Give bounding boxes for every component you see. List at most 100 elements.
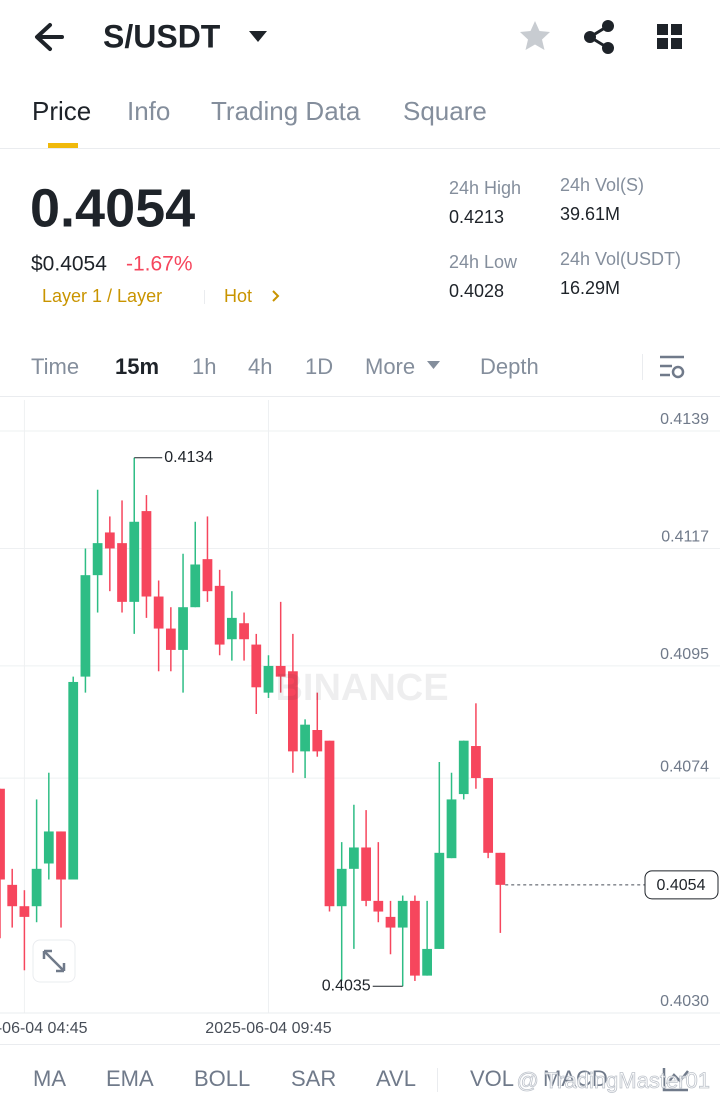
separator — [642, 354, 643, 380]
watermark: @ TradingMaster01 — [516, 1068, 710, 1093]
tab[interactable]: Info — [127, 96, 170, 126]
indicator[interactable]: AVL — [376, 1066, 416, 1091]
candle-body — [263, 665, 274, 693]
divider — [0, 148, 720, 149]
interval[interactable]: 1D — [305, 354, 333, 379]
candle-body — [129, 521, 140, 602]
candle-body — [43, 831, 54, 864]
candle-body — [385, 916, 396, 928]
candle-body — [251, 644, 262, 688]
candle-body — [410, 900, 420, 976]
indicator-settings-icon[interactable] — [662, 1068, 689, 1092]
hot-tag[interactable]: Hot — [224, 286, 252, 306]
tab[interactable]: Price — [32, 96, 91, 126]
divider — [0, 1044, 720, 1045]
candle-body — [361, 847, 371, 901]
pair-dropdown[interactable] — [249, 31, 267, 42]
back-button[interactable] — [35, 23, 64, 51]
candle-body — [31, 868, 42, 907]
candle-body — [275, 665, 286, 677]
candle-body — [434, 852, 445, 949]
candle-body — [288, 671, 298, 752]
stat-label: 24h Vol(USDT) — [560, 249, 681, 269]
y-tick-label: 0.4095 — [660, 646, 709, 663]
candle-body — [141, 511, 152, 597]
candle-body — [324, 740, 335, 907]
candle-body — [373, 900, 384, 912]
y-tick-label: 0.4030 — [660, 993, 709, 1010]
y-tick-label: 0.4074 — [660, 758, 709, 775]
candle-body — [214, 585, 225, 645]
candle-body — [117, 543, 127, 602]
candle-body — [397, 900, 408, 928]
candle-body — [483, 778, 494, 853]
pair-title[interactable]: S/USDT — [103, 18, 221, 54]
separator — [204, 290, 205, 304]
favorite-icon[interactable] — [520, 21, 550, 50]
last-price-box — [644, 870, 719, 900]
stat-value: 0.4028 — [449, 281, 504, 301]
watermark: BINANCE — [275, 667, 448, 709]
candle-body — [495, 852, 506, 885]
interval[interactable]: 1h — [192, 354, 216, 379]
candle-body — [226, 617, 237, 640]
separator — [437, 1068, 438, 1092]
indicator[interactable]: SAR — [291, 1066, 336, 1091]
x-tick-label: 2025-06-04 09:45 — [205, 1020, 331, 1037]
candle-body — [92, 543, 103, 576]
interval[interactable]: Depth — [480, 354, 539, 379]
candle-body — [153, 596, 164, 629]
candle-body — [56, 831, 66, 880]
indicator[interactable]: BOLL — [194, 1066, 250, 1091]
candle-body — [300, 724, 310, 752]
indicator[interactable]: EMA — [106, 1066, 154, 1091]
tag[interactable]: Layer 1 / Layer — [42, 286, 162, 306]
indicator[interactable]: VOL — [470, 1066, 514, 1091]
usd-price: $0.4054 — [31, 253, 107, 276]
price-change: -1.67% — [126, 253, 193, 276]
candle-body — [458, 740, 469, 795]
candle-body — [19, 906, 30, 917]
chevron — [272, 290, 280, 302]
low-label: 0.4035 — [322, 978, 371, 995]
indicator[interactable]: MA — [33, 1066, 66, 1091]
tab-indicator — [48, 143, 78, 148]
candle-body — [471, 746, 481, 779]
y-tick-label: 0.4139 — [660, 411, 709, 428]
divider — [0, 396, 720, 397]
tab[interactable]: Trading Data — [211, 96, 361, 126]
stat-label: 24h High — [449, 178, 521, 198]
indicator[interactable]: MACD — [543, 1066, 608, 1091]
chart-settings-icon[interactable] — [660, 355, 685, 379]
interval[interactable]: More — [365, 354, 415, 379]
candle-body — [422, 948, 432, 976]
candle-body — [104, 532, 115, 549]
stat-value: 0.4213 — [449, 207, 504, 227]
last-price: 0.4054 — [30, 178, 195, 238]
interval[interactable]: Time — [31, 354, 79, 379]
candle-body — [80, 575, 91, 677]
interval[interactable]: 4h — [248, 354, 272, 379]
candle-body — [239, 623, 249, 640]
expand-button[interactable] — [32, 939, 76, 983]
high-label: 0.4134 — [164, 449, 213, 466]
tab[interactable]: Square — [403, 96, 487, 126]
share-icon[interactable] — [584, 20, 614, 54]
candle-body — [0, 788, 5, 880]
last-price-label: 0.4054 — [657, 877, 706, 894]
candle-body — [349, 847, 359, 869]
stat-value: 16.29M — [560, 278, 620, 298]
more-dropdown — [427, 361, 440, 369]
grid-icon[interactable] — [657, 24, 682, 49]
candle-body — [190, 564, 201, 608]
stat-label: 24h Vol(S) — [560, 175, 644, 195]
chart: 0.4139 0.4117 0.4095 0.4074 0.4030 2025-06-04… — [0, 400, 720, 1037]
x-tick-label: 2025-06-04 04:45 — [0, 1020, 88, 1037]
y-tick-label: 0.4117 — [661, 529, 709, 546]
candle-body — [68, 681, 79, 880]
interval[interactable]: 15m — [115, 354, 159, 379]
stat-label: 24h Low — [449, 252, 518, 272]
candle-body — [202, 559, 213, 592]
